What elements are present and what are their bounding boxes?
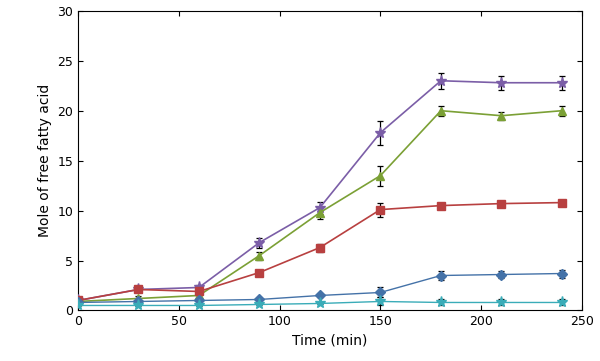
X-axis label: Time (min): Time (min) bbox=[292, 334, 368, 348]
Y-axis label: Mole of free fatty acid: Mole of free fatty acid bbox=[38, 84, 52, 237]
